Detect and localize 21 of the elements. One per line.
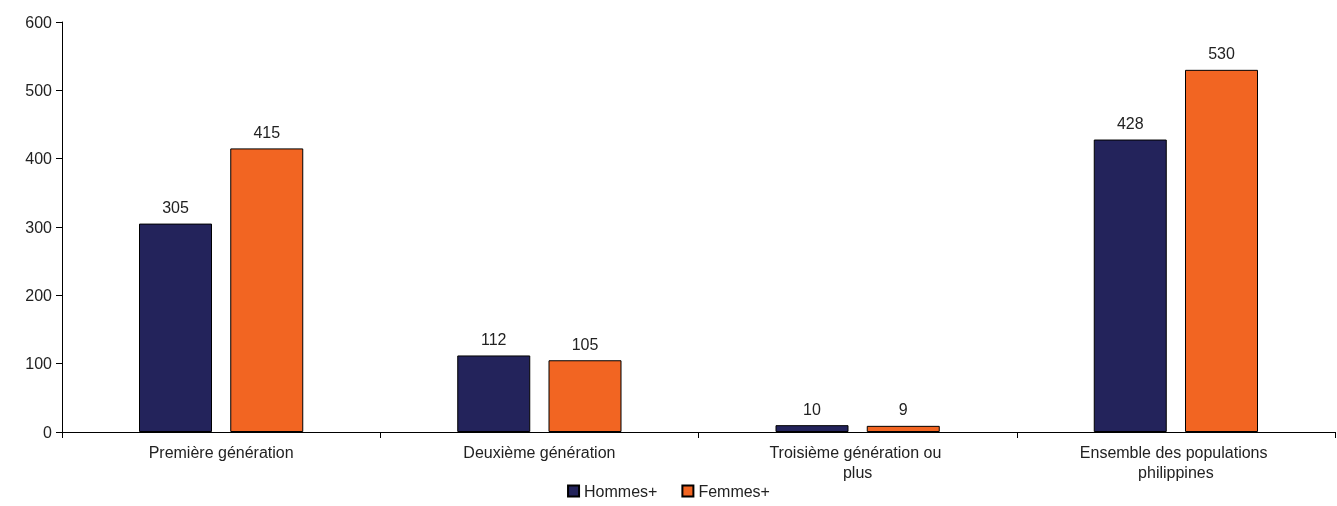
y-tick-label: 0 <box>43 423 53 441</box>
data-label: 10 <box>803 400 821 418</box>
legend-label: Femmes+ <box>698 482 770 500</box>
y-tick-label: 600 <box>25 13 53 31</box>
data-label: 415 <box>253 123 281 141</box>
x-tick-label: Ensemble des populations philippines <box>1079 443 1272 481</box>
y-tick-label: 500 <box>25 81 53 99</box>
x-tick-label: Troisième génération ou plus <box>769 443 946 481</box>
y-tick-label: 400 <box>25 150 53 168</box>
x-tick-label: Deuxième génération <box>463 443 616 461</box>
data-label: 105 <box>571 335 599 353</box>
x-tick-label: Première génération <box>148 443 294 461</box>
data-label: 112 <box>480 330 507 348</box>
y-tick-label: 100 <box>25 355 53 373</box>
data-label: 428 <box>1116 115 1144 133</box>
data-label: 305 <box>162 199 189 217</box>
data-label: 9 <box>898 401 908 419</box>
data-label: 530 <box>1208 45 1235 63</box>
legend-label: Hommes+ <box>584 482 658 500</box>
y-tick-label: 300 <box>25 218 53 236</box>
y-tick-label: 200 <box>25 286 53 304</box>
